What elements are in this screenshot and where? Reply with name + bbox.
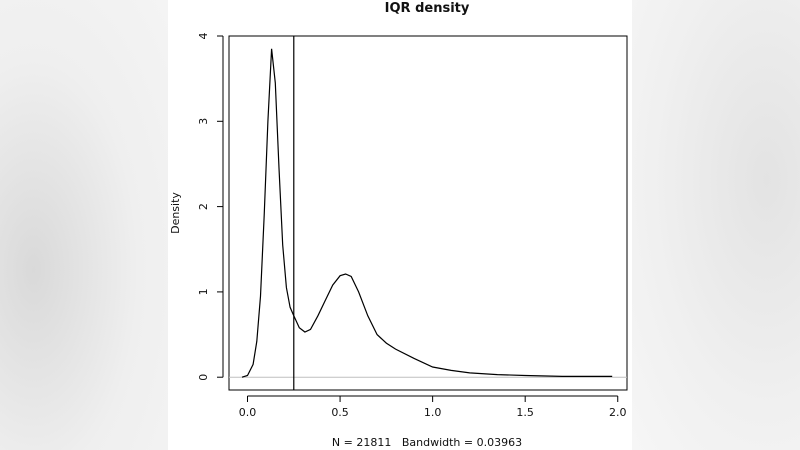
- x-tick-label: 1.0: [424, 406, 442, 419]
- y-tick-label: 3: [197, 118, 210, 125]
- x-tick-label: 1.5: [516, 406, 534, 419]
- background-right: [632, 0, 800, 450]
- x-tick-label: 0.0: [239, 406, 257, 419]
- y-axis-label: Density: [169, 192, 182, 234]
- background-left: [0, 0, 168, 450]
- y-tick-label: 2: [197, 203, 210, 210]
- y-tick-label: 4: [197, 33, 210, 40]
- chart-title: IQR density: [385, 1, 470, 16]
- y-tick-label: 0: [197, 374, 210, 381]
- density-chart: IQR density 0.0 0.5 1.0 1.5 2.0 0 1 2 3 4 Densit…: [169, 1, 628, 449]
- y-axis: 0 1 2 3 4: [197, 33, 224, 381]
- x-tick-label: 0.5: [331, 406, 349, 419]
- x-axis: 0.0 0.5 1.0 1.5 2.0: [239, 395, 627, 419]
- plot-frame: [228, 35, 628, 391]
- density-curve: [241, 48, 613, 378]
- x-axis-label: N = 21811 Bandwidth = 0.03963: [332, 436, 522, 449]
- chart-panel: IQR density 0.0 0.5 1.0 1.5 2.0 0 1 2 3 4 Densit…: [168, 0, 632, 450]
- x-tick-label: 2.0: [609, 406, 627, 419]
- y-tick-label: 1: [197, 288, 210, 295]
